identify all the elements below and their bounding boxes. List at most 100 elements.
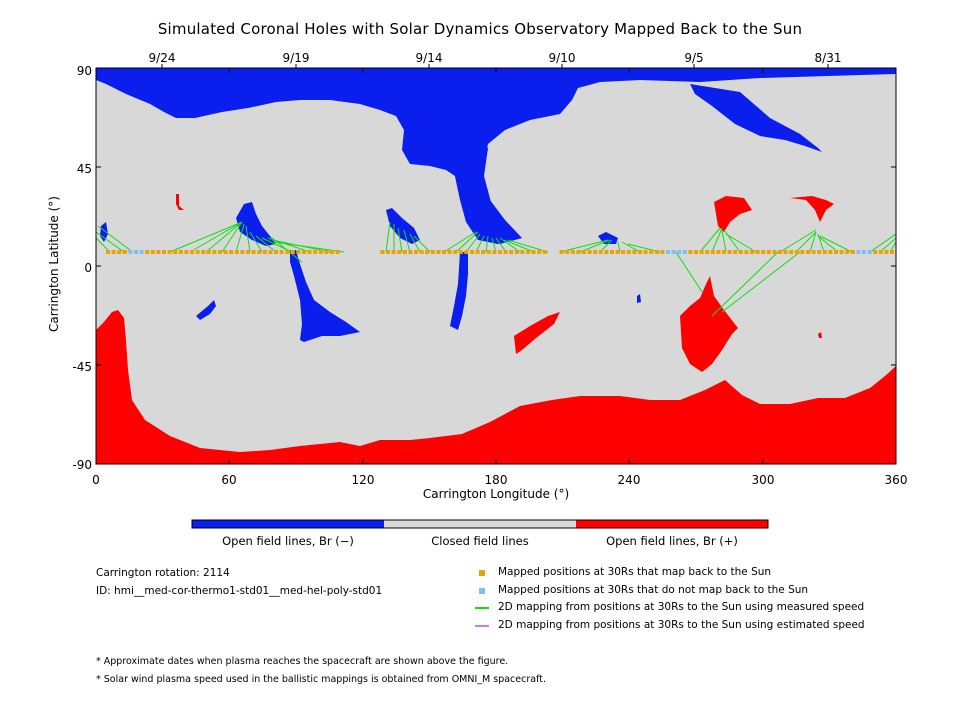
position-mapped-back [660, 250, 665, 254]
position-mapped-back [296, 250, 301, 254]
coronal-hole-lon-325-north [790, 196, 834, 222]
colorbar-closed [384, 520, 576, 528]
position-mapped-back [391, 250, 396, 254]
mapping-line-measured-speed [491, 237, 497, 253]
position-mapped-back [274, 250, 278, 254]
position-mapped-back [576, 250, 581, 254]
position-mapped-back [498, 250, 502, 254]
position-mapped-back [307, 250, 312, 254]
position-mapped-back [162, 250, 166, 254]
position-mapped-back [313, 250, 318, 254]
position-mapped-back [649, 250, 654, 254]
position-mapped-back [262, 250, 267, 254]
position-mapped-back [218, 250, 222, 254]
north-hole-extension-center [455, 138, 520, 244]
x-tick-180: 180 [484, 473, 508, 487]
model-id: ID: hmi__med-cor-thermo1-std01__med-hel-… [96, 585, 383, 597]
colorbar-positive [576, 520, 768, 528]
colorbar-label-closed: Closed field lines [431, 534, 529, 548]
position-mapped-back [178, 250, 183, 254]
footnote-dates: * Approximate dates when plasma reaches … [96, 656, 509, 667]
y-tick-0: 0 [84, 261, 92, 275]
south-polar-coronal-hole [96, 310, 896, 464]
position-mapped-back [638, 250, 642, 254]
position-mapped-back [514, 250, 519, 254]
mapping-line-measured-speed [255, 235, 277, 253]
mapping-line-measured-speed [779, 229, 817, 253]
position-mapped-back [761, 250, 766, 254]
coronal-hole-lon-52 [196, 300, 216, 320]
mapping-line-measured-speed [675, 251, 703, 293]
y-tick-neg45: -45 [72, 360, 92, 374]
coronal-hole-lon-283-south [680, 276, 738, 372]
position-mapped-back [257, 250, 262, 254]
position-mapped-back [845, 250, 850, 254]
position-mapped-back [117, 250, 122, 254]
position-mapped-back [453, 250, 458, 254]
position-mapped-back [890, 250, 894, 254]
position-mapped-back [822, 250, 827, 254]
axis-ticks [95, 64, 897, 465]
mapping-line-measured-speed [97, 225, 131, 251]
mapping-line-measured-speed [721, 251, 801, 313]
position-mapped-back [688, 250, 693, 254]
mapping-line-measured-speed [443, 231, 477, 253]
position-mapped-back [722, 250, 726, 254]
position-mapped-back [430, 250, 435, 254]
position-not-mapped-back [682, 250, 687, 254]
coronal-hole-lon-95 [290, 250, 360, 342]
position-mapped-back [593, 250, 598, 254]
carrington-rotation: Carrington rotation: 2114 [96, 567, 230, 579]
mapping-line-measured-speed [169, 221, 243, 253]
position-mapped-back [699, 250, 704, 254]
position-mapped-back [251, 250, 256, 254]
position-mapped-back [302, 250, 306, 254]
legend-line-estimated [475, 625, 489, 627]
mapping-line-measured-speed [403, 229, 411, 253]
y-axis-title: Carrington Latitude (°) [47, 196, 61, 332]
position-not-mapped-back [134, 250, 138, 254]
position-mapped-back [447, 250, 452, 254]
legend-label-not-mapped: Mapped positions at 30Rs that do not map… [498, 584, 809, 596]
position-mapped-back [727, 250, 732, 254]
coronal-hole-lon-130 [386, 208, 420, 244]
legend-square-mapped [479, 570, 485, 576]
mapping-line-measured-speed [475, 235, 485, 253]
mapping-line-measured-speed [617, 241, 621, 253]
coronal-hole-lon-165 [450, 252, 468, 330]
position-mapped-back [156, 250, 161, 254]
colorbar-negative [192, 520, 384, 528]
position-mapped-back [828, 250, 833, 254]
position-mapped-back [526, 250, 530, 254]
position-mapped-back [587, 250, 592, 254]
position-mapped-back [470, 250, 474, 254]
position-mapped-back [878, 250, 883, 254]
position-mapped-back [212, 250, 217, 254]
position-mapped-back [330, 250, 334, 254]
position-mapped-back [475, 250, 480, 254]
mapping-line-measured-speed [189, 221, 243, 253]
mapping-line-measured-speed [245, 225, 251, 253]
position-mapped-back [733, 250, 738, 254]
mapped-positions [106, 250, 894, 254]
coronal-hole-lon-193 [514, 312, 560, 354]
mapping-line-measured-speed [385, 221, 391, 253]
position-mapped-back [106, 250, 110, 254]
position-mapped-back [834, 250, 838, 254]
position-mapped-back [324, 250, 329, 254]
position-mapped-back [565, 250, 570, 254]
position-mapped-back [419, 250, 424, 254]
position-mapped-back [783, 250, 788, 254]
position-not-mapped-back [671, 250, 676, 254]
position-mapped-back [414, 250, 418, 254]
coronal-hole-lon-282-north [714, 196, 752, 232]
position-mapped-back [122, 250, 127, 254]
position-mapped-back [716, 250, 721, 254]
position-mapped-back [290, 250, 295, 254]
mapping-line-measured-speed [627, 243, 661, 253]
position-not-mapped-back [867, 250, 872, 254]
position-not-mapped-back [856, 250, 861, 254]
mapping-line-measured-speed [869, 233, 896, 253]
position-mapped-back [694, 250, 698, 254]
